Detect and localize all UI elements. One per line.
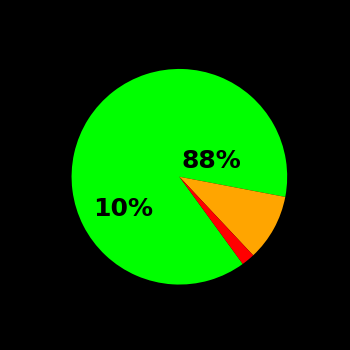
Wedge shape (72, 69, 287, 285)
Wedge shape (179, 177, 285, 256)
Text: 88%: 88% (182, 149, 241, 173)
Text: 10%: 10% (93, 197, 153, 221)
Wedge shape (179, 177, 253, 264)
